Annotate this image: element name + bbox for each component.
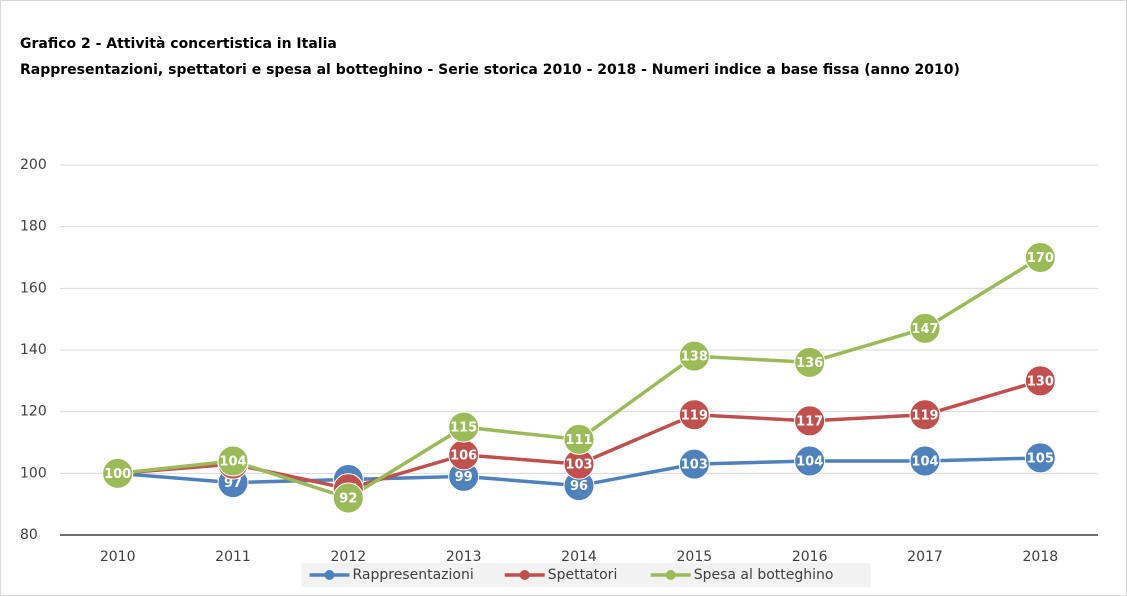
x-tick-label: 2012 xyxy=(331,549,367,565)
legend-box xyxy=(301,563,871,587)
chart-title: Grafico 2 - Attività concertistica in It… xyxy=(20,36,337,52)
data-label: 97 xyxy=(224,476,242,491)
data-point xyxy=(794,405,826,437)
data-point xyxy=(909,399,941,431)
data-label: 106 xyxy=(450,448,477,463)
data-point xyxy=(1024,442,1056,474)
y-tick-label: 100 xyxy=(20,465,47,481)
y-tick-label: 80 xyxy=(20,527,38,543)
data-label: 96 xyxy=(570,479,588,494)
data-point xyxy=(1024,365,1056,397)
data-label: 103 xyxy=(565,458,592,473)
data-point xyxy=(678,399,710,431)
legend-label: Spesa al botteghino xyxy=(694,567,834,583)
data-label: 138 xyxy=(681,350,708,365)
legend-marker xyxy=(665,570,676,580)
data-label: 147 xyxy=(911,322,938,337)
x-tick-label: 2018 xyxy=(1023,549,1059,565)
x-tick-label: 2013 xyxy=(446,549,482,565)
data-point xyxy=(794,346,826,378)
data-label: 136 xyxy=(796,356,823,371)
legend-marker xyxy=(324,570,335,580)
y-tick-label: 140 xyxy=(20,342,47,358)
data-point xyxy=(1024,242,1056,273)
data-label: 92 xyxy=(339,492,357,507)
y-tick-label: 160 xyxy=(20,280,47,296)
data-label: 119 xyxy=(681,408,708,423)
x-tick-label: 2010 xyxy=(100,549,136,565)
data-point xyxy=(563,423,595,455)
x-tick-label: 2011 xyxy=(215,549,251,565)
data-label: 100 xyxy=(104,467,131,482)
legend-label: Spettatori xyxy=(548,567,618,583)
data-label: 103 xyxy=(681,458,708,473)
data-label: 104 xyxy=(796,455,823,470)
data-label: 130 xyxy=(1027,374,1054,389)
data-label: 104 xyxy=(911,455,938,470)
data-point xyxy=(678,448,710,480)
x-tick-label: 2015 xyxy=(677,549,713,565)
legend-marker xyxy=(519,570,530,580)
legend-label: Rappresentazioni xyxy=(353,567,474,583)
data-point xyxy=(678,340,710,372)
data-label: 99 xyxy=(455,470,473,485)
data-label: 104 xyxy=(219,455,246,470)
data-point xyxy=(217,445,249,477)
x-tick-label: 2017 xyxy=(907,549,943,565)
y-tick-label: 200 xyxy=(20,157,47,173)
y-tick-label: 180 xyxy=(20,219,47,235)
data-point xyxy=(102,457,134,489)
data-point xyxy=(794,445,826,477)
y-tick-label: 120 xyxy=(20,404,47,420)
chart-subtitle: Rappresentazioni, spettatori e spesa al … xyxy=(20,62,960,78)
data-label: 117 xyxy=(796,414,823,429)
data-label: 119 xyxy=(911,408,938,423)
data-point xyxy=(332,482,364,514)
data-point xyxy=(448,411,480,443)
data-label: 111 xyxy=(565,433,592,448)
data-label: 170 xyxy=(1027,251,1054,266)
data-point xyxy=(909,312,941,344)
data-label: 105 xyxy=(1027,451,1054,466)
data-label: 115 xyxy=(450,421,477,436)
x-tick-label: 2016 xyxy=(792,549,828,565)
data-point xyxy=(909,445,941,477)
x-tick-label: 2014 xyxy=(561,549,597,565)
